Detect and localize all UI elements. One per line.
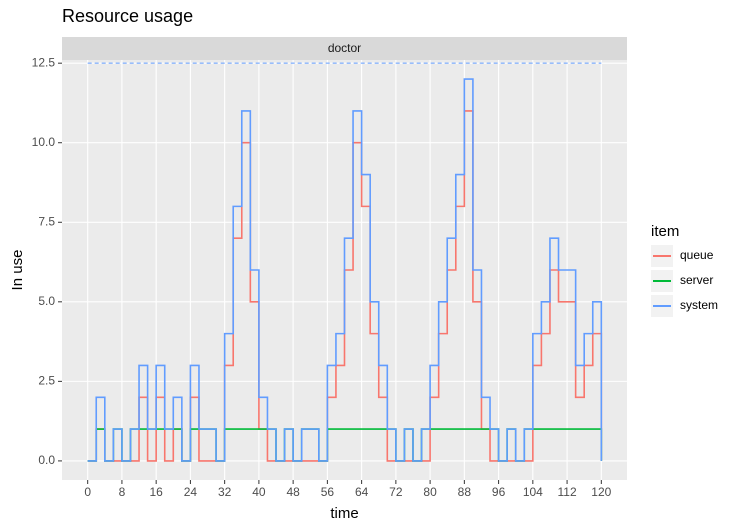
x-tick-label: 120 xyxy=(591,485,611,499)
series-line xyxy=(87,110,603,462)
x-tick-label: 104 xyxy=(523,485,543,499)
facet-label: doctor xyxy=(328,41,361,55)
legend-label: system xyxy=(680,298,718,312)
x-tick-label: 32 xyxy=(218,485,232,499)
x-tick-label: 40 xyxy=(252,485,266,499)
x-tick-label: 64 xyxy=(355,485,369,499)
series-line xyxy=(87,78,603,462)
y-tick-label: 12.5 xyxy=(32,55,56,69)
y-tick-label: 5.0 xyxy=(38,294,55,308)
x-tick-label: 0 xyxy=(84,485,91,499)
x-tick-label: 48 xyxy=(286,485,300,499)
x-tick-label: 8 xyxy=(119,485,126,499)
x-tick-label: 80 xyxy=(423,485,437,499)
x-tick-label: 96 xyxy=(492,485,506,499)
y-tick-label: 2.5 xyxy=(38,374,55,388)
legend-label: server xyxy=(680,273,713,287)
y-tick-label: 7.5 xyxy=(38,214,55,228)
x-axis-label: time xyxy=(330,505,358,522)
x-tick-label: 88 xyxy=(458,485,472,499)
y-axis-label: In use xyxy=(9,250,26,291)
chart-title: Resource usage xyxy=(62,6,193,26)
y-tick-label: 10.0 xyxy=(32,135,56,149)
facet-strip xyxy=(62,37,627,60)
x-tick-label: 24 xyxy=(184,485,198,499)
x-tick-label: 16 xyxy=(149,485,163,499)
legend-title: item xyxy=(651,223,679,240)
legend-label: queue xyxy=(680,248,714,262)
x-tick-label: 112 xyxy=(558,485,577,499)
y-tick-label: 0.0 xyxy=(38,453,55,467)
x-tick-label: 56 xyxy=(321,485,335,499)
x-tick-label: 72 xyxy=(389,485,403,499)
